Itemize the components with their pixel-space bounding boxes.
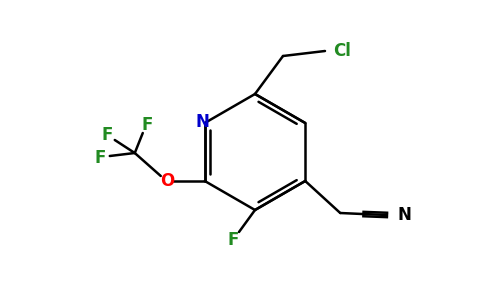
Text: F: F [141, 116, 152, 134]
Text: F: F [227, 231, 239, 249]
Text: N: N [196, 113, 210, 131]
Text: N: N [397, 206, 411, 224]
Text: Cl: Cl [333, 42, 351, 60]
Text: F: F [94, 149, 106, 167]
Text: O: O [160, 172, 174, 190]
Text: F: F [101, 126, 112, 144]
